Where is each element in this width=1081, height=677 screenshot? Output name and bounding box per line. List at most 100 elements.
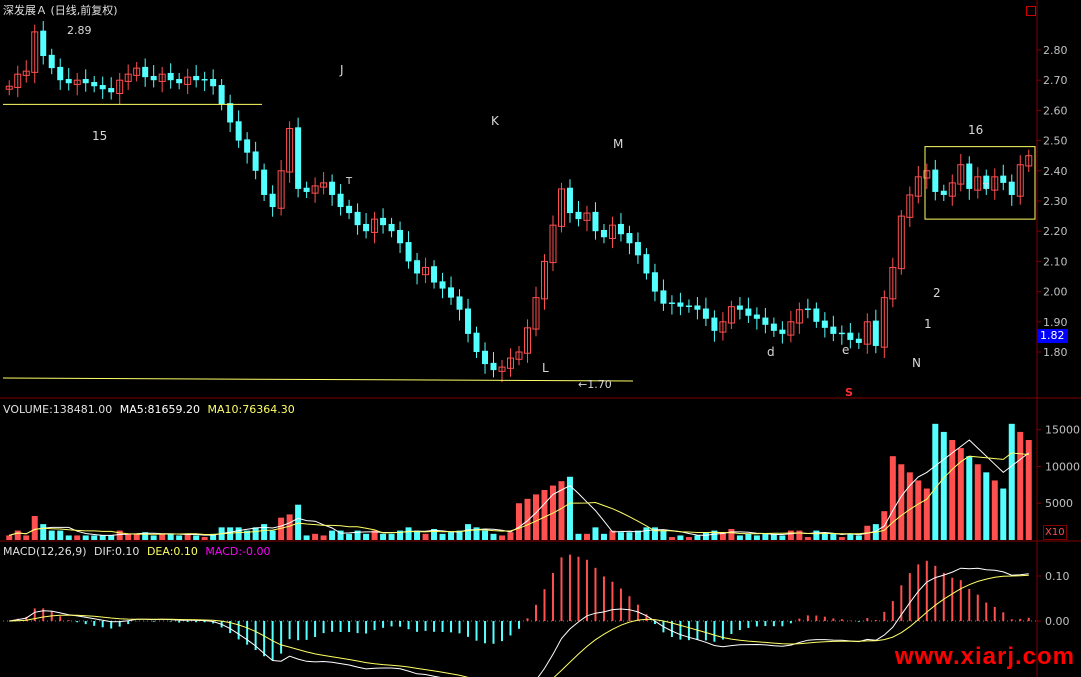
volume-bar xyxy=(668,537,675,540)
candle-body-down xyxy=(651,272,658,292)
volume-bar xyxy=(1025,440,1032,540)
candle-body-down xyxy=(176,78,183,84)
candle-body-down xyxy=(779,329,786,334)
candle-body-down xyxy=(235,121,242,141)
candle-body-up xyxy=(422,266,430,276)
candle-body-down xyxy=(490,362,497,371)
volume-bar xyxy=(575,533,582,540)
corner-box-icon[interactable] xyxy=(1026,6,1036,16)
volume-bar xyxy=(371,530,378,540)
volume-tick-label: 15000 xyxy=(1045,424,1080,437)
volume-tick-label: 10000 xyxy=(1045,460,1080,473)
candle-body-up xyxy=(116,79,124,94)
volume-bar xyxy=(770,533,777,540)
volume-bar xyxy=(414,530,421,540)
candle-body-down xyxy=(465,308,472,334)
min-price-label: ←1.70 xyxy=(578,378,612,391)
candle-body-down xyxy=(431,266,438,283)
candle-body-down xyxy=(337,193,344,208)
volume-bar xyxy=(677,535,684,540)
volume-bar xyxy=(855,535,862,540)
candle-body-down xyxy=(295,127,302,189)
volume-bar xyxy=(235,527,242,540)
candle-body-down xyxy=(745,308,752,316)
volume-bar xyxy=(380,533,387,540)
price-tick-label: 1.80 xyxy=(1043,346,1068,359)
annotation-T-left: T xyxy=(346,176,353,187)
volume-bar xyxy=(278,517,285,540)
candle-body-down xyxy=(643,254,650,274)
candle-body-down xyxy=(218,85,225,105)
volume-bar xyxy=(473,527,480,540)
volume-bar xyxy=(524,498,531,540)
candle-body-up xyxy=(557,188,565,227)
candle-body-up xyxy=(889,266,897,300)
volume-bar xyxy=(889,456,896,540)
volume-bar xyxy=(932,423,939,540)
volume-bar xyxy=(329,530,336,540)
volume-bar xyxy=(991,480,998,540)
candle-body-down xyxy=(227,103,234,123)
candle-body-up xyxy=(863,321,871,345)
candle-body-down xyxy=(626,233,633,244)
macd-tick-label: 0.00 xyxy=(1045,615,1070,628)
volume-bar xyxy=(915,480,922,540)
candle-body-up xyxy=(14,73,22,88)
candle-body-down xyxy=(150,75,157,81)
volume-bar xyxy=(142,532,149,540)
candle-body-down xyxy=(660,290,667,304)
candle-body-down xyxy=(685,305,692,307)
candle-body-up xyxy=(948,182,956,197)
candle-body-down xyxy=(193,75,200,81)
candle-body-up xyxy=(523,327,531,354)
volume-bar xyxy=(728,528,735,540)
volume-bar xyxy=(541,490,548,540)
candle-body-down xyxy=(694,305,701,310)
volume-bar xyxy=(1017,431,1024,540)
candle-body-down xyxy=(388,223,395,232)
candle-body-down xyxy=(847,332,854,340)
volume-bar xyxy=(651,527,658,540)
consolidation-box xyxy=(924,146,1036,220)
volume-bar xyxy=(482,530,489,540)
price-tick-label: 1.90 xyxy=(1043,316,1068,329)
candle-body-up xyxy=(73,79,81,85)
candle-body-up xyxy=(498,366,506,372)
volume-bar xyxy=(974,464,981,540)
volume-bars xyxy=(6,423,1032,540)
volume-bar xyxy=(125,533,132,540)
volume-bar xyxy=(821,533,828,540)
volume-bar xyxy=(796,530,803,540)
volume-bar xyxy=(745,533,752,540)
price-tick-label: 2.70 xyxy=(1043,74,1068,87)
annotation-T-right: T xyxy=(983,182,990,193)
volume-bar xyxy=(82,535,89,540)
volume-bar xyxy=(150,535,157,540)
volume-bar xyxy=(159,533,166,540)
volume-bar xyxy=(99,535,106,540)
candle-body-up xyxy=(897,215,905,270)
candle-body-down xyxy=(82,78,89,84)
volume-bar xyxy=(490,533,497,540)
volume-bar xyxy=(966,456,973,540)
annotation-L: L xyxy=(542,361,549,375)
volume-bar xyxy=(507,532,514,540)
macd-tick-label: 0.10 xyxy=(1045,570,1070,583)
candle-body-down xyxy=(940,190,947,195)
volume-bar xyxy=(711,530,718,540)
volume-bar xyxy=(813,530,820,540)
volume-bar xyxy=(31,516,38,540)
candle-body-up xyxy=(286,128,294,173)
volume-bar xyxy=(957,448,964,540)
volume-bar xyxy=(422,533,429,540)
price-overlays xyxy=(2,103,1036,382)
candle-body-down xyxy=(1008,181,1015,195)
candle-body-down xyxy=(269,193,276,208)
annotation-M: M xyxy=(613,137,624,151)
volume-bar xyxy=(65,535,72,540)
volume-bar xyxy=(830,533,837,540)
volume-bar xyxy=(23,535,30,540)
candle-body-up xyxy=(133,67,141,76)
candle-body-down xyxy=(48,54,55,69)
